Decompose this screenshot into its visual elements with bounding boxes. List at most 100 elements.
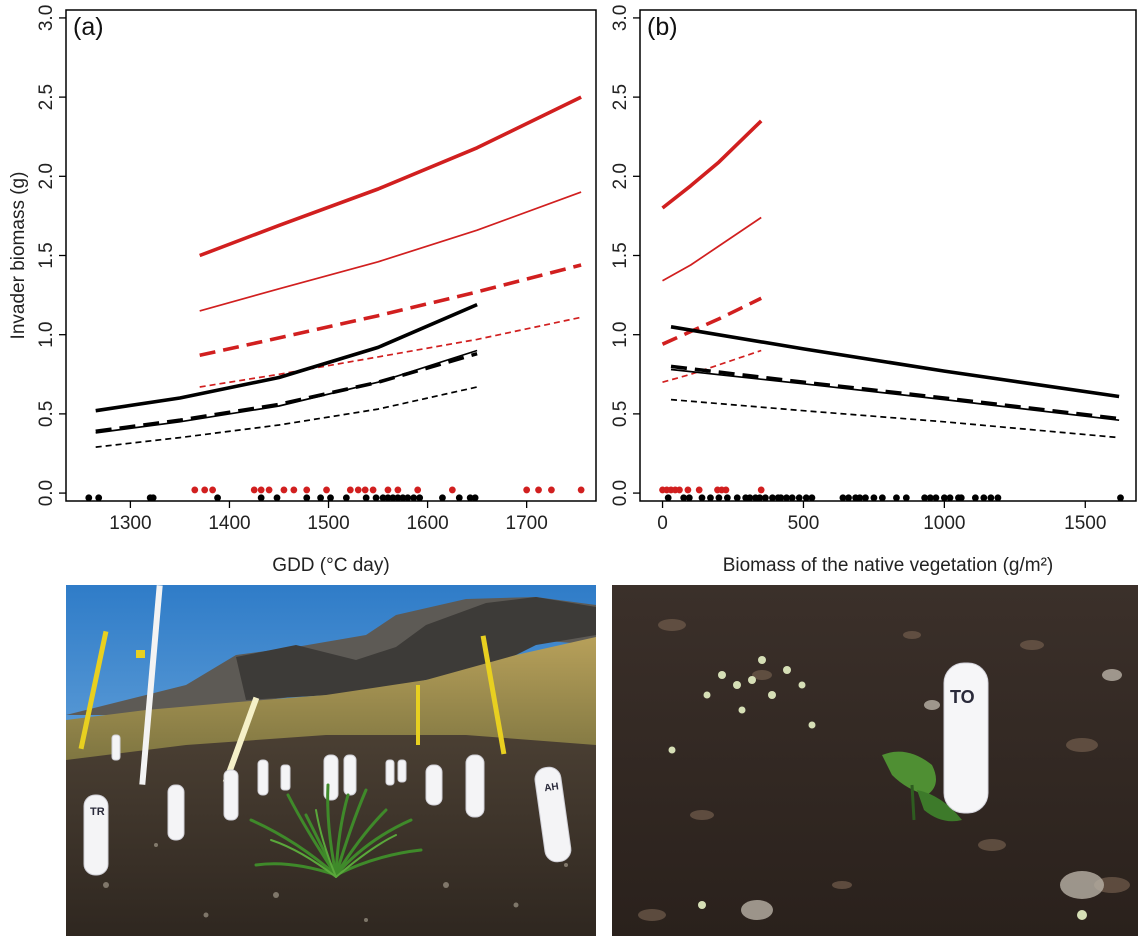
x-axis-title: Biomass of the native vegetation (g/m²): [723, 555, 1054, 576]
rug-point-black: [946, 494, 954, 502]
y-tick-label: 2.5: [36, 84, 57, 110]
panel-label: (a): [73, 13, 104, 41]
rug-point-red: [346, 486, 354, 494]
chart-panel-b: 0 500 1000 1500 0.0 0.5 1.0 1.5 2.0 2.5 3.0 Biomass…: [610, 5, 1137, 576]
y-tick-label: 1.5: [36, 242, 57, 268]
rug-point-black: [680, 494, 688, 502]
rug-point-red: [265, 486, 273, 494]
rug-point-red: [684, 486, 692, 494]
rug-point-black: [783, 494, 790, 502]
rug-point-black: [416, 494, 424, 502]
series-line-red-solid-thin: [662, 216, 762, 282]
rug-point-black: [342, 494, 350, 502]
rug-point-black: [733, 494, 741, 502]
rug-point-black: [856, 494, 864, 502]
y-axis-title: Invader biomass (g): [8, 172, 29, 340]
x-tick-label: 500: [788, 513, 820, 534]
series-line-black-solid-thick: [670, 325, 1120, 399]
chart-panel-a: 1300 1400 1500 1600 1700 0.0 0.5 1.0 1.5 2.0 2.5 3.…: [8, 5, 597, 576]
rug-point-black: [379, 494, 387, 502]
rug-point-black: [870, 494, 878, 502]
series-line-red-dashed-thin: [199, 316, 582, 388]
rug-point-black: [410, 494, 418, 502]
rug-point-black: [802, 494, 810, 502]
rug-point-red: [280, 486, 288, 494]
series-line-black-solid-thick: [95, 302, 478, 413]
series-line-red-dashed-thick: [199, 263, 582, 358]
photo-alpine-slope-markers: TR AH: [66, 585, 596, 936]
y-tick-label: 1.0: [610, 321, 631, 347]
rug-point-black: [439, 494, 446, 502]
series-line-black-dashed-thin: [670, 398, 1120, 439]
rug-point-black: [455, 494, 463, 502]
plot-frame: [65, 9, 597, 502]
rug-point-red: [548, 486, 555, 494]
rug-point-black: [746, 494, 754, 502]
series-line-black-dashed-thick: [95, 351, 478, 434]
rug-point-black: [715, 494, 723, 502]
rug-point-black: [940, 494, 948, 502]
rug-point-black: [769, 494, 776, 502]
rug-point-red: [201, 486, 209, 494]
series-line-black-solid-thin: [670, 368, 1120, 422]
rug-point-black: [762, 494, 769, 502]
rug-point-black: [698, 494, 706, 502]
rug-point-black: [788, 494, 796, 502]
rug-point-black: [957, 494, 965, 502]
rug-point-black: [795, 494, 803, 502]
rug-point-red: [354, 486, 362, 494]
rug-point-black: [839, 494, 847, 502]
y-tick-label: 0.5: [36, 401, 57, 427]
rug-point-red: [535, 486, 542, 494]
rug-point-red: [303, 486, 311, 494]
rug-point-black: [723, 494, 731, 502]
series-line-black-solid-thin: [95, 349, 478, 434]
rug-point-red: [695, 486, 703, 494]
rug-point-red: [722, 486, 730, 494]
x-axis-title: GDD (°C day): [272, 555, 389, 576]
rug-point-red: [323, 486, 330, 494]
rug-point-red: [523, 486, 531, 494]
rug-point-red: [448, 486, 456, 494]
rug-point-black: [808, 494, 816, 502]
rug-point-black: [893, 494, 900, 502]
rug-point-black: [777, 494, 785, 502]
x-tick-label: 1500: [307, 513, 349, 534]
rug-point-black: [273, 494, 281, 502]
series-line-red-solid-thick: [661, 119, 763, 210]
series-line-black-dashed-thick: [670, 364, 1120, 421]
rug-point-black: [399, 494, 407, 502]
x-tick-label: 1300: [109, 513, 151, 534]
x-tick-label: 1400: [208, 513, 250, 534]
rug-point-red: [757, 486, 765, 494]
rug-point-black: [214, 494, 221, 502]
series-line-black-dashed-thin: [95, 386, 478, 448]
rug-point-red: [384, 486, 392, 494]
y-tick-label: 1.5: [610, 242, 631, 268]
rug-point-black: [471, 494, 479, 502]
rug-point-red: [290, 486, 298, 494]
rug-point-black: [932, 494, 940, 502]
rug-point-black: [1117, 494, 1124, 502]
series-line-red-solid-thin: [199, 191, 582, 312]
rug-point-black: [404, 494, 412, 502]
rug-point-black: [756, 494, 764, 502]
rug-point-black: [149, 494, 157, 502]
rug-point-red: [257, 486, 265, 494]
x-tick-label: 0: [657, 513, 668, 534]
rug-point-red: [191, 486, 199, 494]
figure-plots: 1300 1400 1500 1600 1700 0.0 0.5 1.0 1.5 2.0 2.5 3.…: [8, 5, 1137, 576]
rug-point-black: [317, 494, 324, 502]
rug-point-black: [389, 494, 397, 502]
rug-point-red: [577, 486, 585, 494]
rug-point-red: [209, 486, 217, 494]
y-tick-label: 1.0: [36, 321, 57, 347]
rug-point-black: [362, 494, 370, 502]
rug-point-black: [980, 494, 988, 502]
rug-point-black: [987, 494, 995, 502]
x-tick-label: 1600: [406, 513, 448, 534]
rug-point-black: [327, 494, 334, 502]
y-tick-label: 0.5: [610, 401, 631, 427]
marker-label-ah: AH: [544, 781, 560, 794]
rug-point-black: [85, 494, 93, 502]
